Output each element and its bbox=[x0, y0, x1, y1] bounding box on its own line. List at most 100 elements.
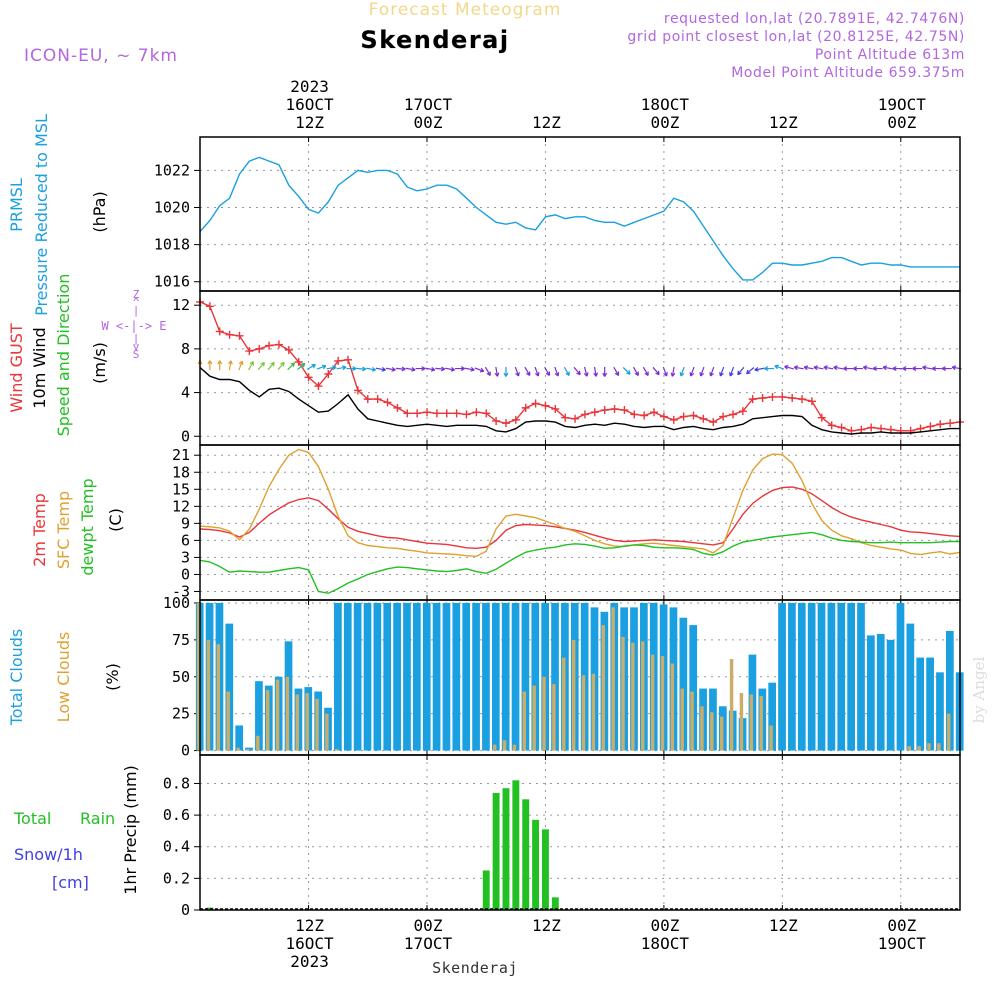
total-cloud-bar bbox=[373, 602, 382, 751]
panel-1: 0 4 8 12 bbox=[172, 290, 964, 446]
total-cloud-bar bbox=[906, 623, 915, 751]
low-cloud-bar bbox=[325, 713, 329, 751]
total-cloud-bar bbox=[827, 602, 836, 751]
low-cloud-bar bbox=[295, 694, 300, 751]
low-cloud-bar bbox=[710, 712, 714, 751]
total-cloud-bar bbox=[936, 672, 944, 751]
wind-arrow bbox=[853, 366, 863, 371]
total-cloud-bar bbox=[857, 602, 865, 751]
panel-frame bbox=[199, 599, 961, 756]
total-cloud-bar bbox=[817, 602, 826, 751]
low-cloud-bar bbox=[522, 691, 527, 751]
rain-bar bbox=[551, 897, 559, 910]
gust-marker bbox=[423, 408, 432, 417]
gust-marker bbox=[274, 340, 283, 349]
wind-arrow bbox=[494, 366, 500, 377]
y-tick-label: 0.6 bbox=[163, 806, 190, 824]
bottom-time-label: 00Z bbox=[887, 916, 916, 935]
wind-gust-label: Wind GUST bbox=[7, 323, 26, 413]
gust-marker bbox=[936, 420, 945, 429]
wind-arrow bbox=[662, 366, 668, 377]
series-2m-temp bbox=[199, 486, 961, 550]
total-cloud-bar bbox=[521, 602, 530, 751]
point-altitude: Point Altitude 613m bbox=[815, 47, 965, 63]
low-cloud-bar bbox=[315, 698, 319, 751]
wind-arrow bbox=[297, 362, 306, 371]
gust-marker bbox=[946, 419, 955, 428]
gust-marker bbox=[561, 413, 570, 422]
gust-marker bbox=[719, 412, 728, 421]
pressure-msl-label: Pressure Reduced to MSL bbox=[32, 114, 51, 316]
gust-marker bbox=[551, 404, 560, 413]
wind-arrow bbox=[503, 366, 509, 377]
wind-arrow bbox=[455, 366, 465, 371]
compass-line-5: v bbox=[133, 340, 140, 353]
series-10m-wind bbox=[199, 366, 960, 435]
total-cloud-bar bbox=[363, 602, 372, 751]
low-clouds-label: Low Clouds bbox=[54, 632, 73, 723]
total-cloud-bar bbox=[225, 623, 234, 751]
wind-arrow bbox=[746, 367, 755, 375]
gust-marker bbox=[659, 412, 668, 421]
wind-arrow bbox=[425, 366, 436, 372]
wind-arrow bbox=[941, 366, 952, 371]
total-cloud-bar bbox=[422, 602, 431, 751]
y-tick-label: 0 bbox=[181, 742, 190, 760]
sfc-temp-label: SFC Temp bbox=[54, 491, 73, 569]
wind-arrow bbox=[464, 366, 475, 372]
wind-arrow bbox=[544, 366, 551, 376]
total-cloud-bar bbox=[837, 602, 846, 751]
y-tick-label: 6 bbox=[181, 531, 190, 549]
wind-arrow bbox=[346, 366, 357, 371]
compass-line-2: | bbox=[133, 304, 140, 317]
y-tick-label: 1018 bbox=[154, 236, 190, 254]
wind-arrow bbox=[709, 366, 715, 377]
total-cloud-bar bbox=[807, 602, 816, 751]
gust-marker bbox=[205, 302, 214, 311]
wind-arrow bbox=[257, 361, 265, 371]
gust-marker bbox=[452, 409, 461, 418]
gust-marker bbox=[501, 419, 510, 428]
gust-marker bbox=[255, 344, 264, 353]
total-cloud-bar bbox=[235, 725, 244, 751]
low-cloud-bar bbox=[907, 746, 911, 751]
gust-marker bbox=[403, 409, 412, 418]
series-dewpt-temp bbox=[199, 531, 960, 594]
wind-arrow bbox=[306, 363, 317, 370]
y-tick-label: 0.8 bbox=[163, 774, 190, 792]
gust-marker bbox=[334, 356, 343, 365]
wind-arrow bbox=[803, 365, 814, 371]
total-cloud-bar bbox=[334, 602, 342, 751]
gust-marker bbox=[472, 408, 481, 417]
total-cloud-bar bbox=[551, 602, 559, 751]
location-title: Skenderaj bbox=[360, 26, 509, 54]
wind-arrow bbox=[642, 366, 649, 376]
low-cloud-bar bbox=[700, 706, 704, 751]
y-tick-label: 15 bbox=[172, 480, 190, 498]
panels: 101610181020102204812-303691215182102550… bbox=[154, 136, 964, 919]
low-cloud-bar bbox=[601, 625, 605, 751]
low-cloud-bar bbox=[937, 743, 941, 751]
low-cloud-bar bbox=[335, 749, 339, 751]
wind-arrow bbox=[737, 366, 745, 376]
low-cloud-bar bbox=[641, 641, 645, 751]
y-tick-label: 8 bbox=[181, 340, 190, 358]
wind-arrow bbox=[207, 360, 213, 371]
compass-line-0: Z bbox=[133, 288, 140, 301]
total-cloud-bar bbox=[511, 602, 520, 751]
total-cloud-bar bbox=[472, 602, 480, 751]
low-cloud-bar bbox=[680, 688, 684, 751]
gust-marker bbox=[640, 411, 649, 420]
gust-marker bbox=[768, 392, 777, 401]
wind-arrow bbox=[872, 366, 883, 371]
low-cloud-bar bbox=[749, 694, 754, 751]
top-time-label: 2023 bbox=[290, 77, 329, 96]
wind-arrow bbox=[793, 365, 804, 371]
gust-marker bbox=[521, 403, 530, 412]
total-cloud-bar bbox=[412, 602, 421, 751]
low-cloud-bar bbox=[256, 735, 260, 751]
prmsl-label: PRMSL bbox=[7, 178, 26, 232]
